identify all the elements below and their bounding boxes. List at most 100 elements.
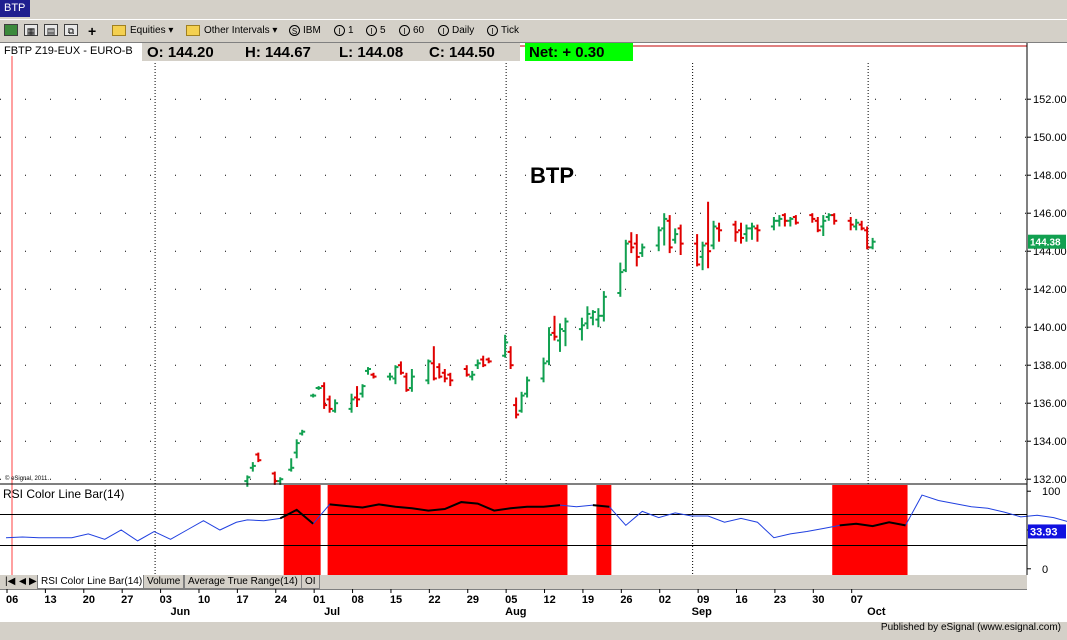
footer: Published by eSignal (www.esignal.com) (0, 622, 1067, 635)
rsi-y-tick-label: 100 (1042, 486, 1060, 498)
y-tick-label: 148.00 (1033, 170, 1067, 182)
last-price-badge (1028, 234, 1066, 249)
tab-rsi[interactable]: RSI Color Line Bar(14) (37, 575, 147, 589)
last-rsi-badge (1028, 524, 1066, 539)
chart-svg: FBTP Z19-EUX - EURO-B O: 144.20 H: 144.6… (0, 43, 1067, 618)
y-tick-label: 138.00 (1033, 360, 1067, 372)
rsi-line-overbought (279, 501, 906, 528)
low-value: L: 144.08 (339, 44, 403, 61)
x-tick-label: 10 (198, 594, 210, 606)
close-value: C: 144.50 (429, 44, 495, 61)
x-tick-label: 03 (160, 594, 172, 606)
x-axis: 06 13 20 27 03 10 17 24 01 08 15 22 29 05 12 19 26 02 09 16… (0, 588, 1027, 618)
window-icon[interactable]: ⧉ (64, 23, 81, 39)
net-badge (525, 43, 633, 61)
symbol-bg (0, 43, 142, 56)
symbol-label: FBTP Z19-EUX - EURO-B (4, 45, 133, 57)
i-icon: I (438, 24, 449, 36)
quote-icon[interactable]: ▤ (44, 23, 61, 39)
y-tick-label: 150.00 (1033, 132, 1067, 144)
chart-area[interactable]: FBTP Z19-EUX - EURO-B O: 144.20 H: 144.6… (0, 43, 1067, 635)
price-bars (244, 201, 876, 487)
chart-title: BTP (530, 163, 574, 188)
layout-icon[interactable] (4, 23, 21, 39)
tab-scroll-first-icon[interactable]: |◀ (2, 575, 19, 588)
interval-60-button[interactable]: I 60 (399, 23, 424, 39)
tab-oi[interactable]: OI (301, 575, 320, 589)
x-tick-label: 23 (774, 594, 786, 606)
rsi-y-tick-label: 0 (1042, 564, 1048, 576)
indicator-tabs: |◀ ◀ ▶ RSI Color Line Bar(14) Volume Ave… (0, 575, 1027, 589)
i-icon: I (366, 24, 377, 36)
y-tick-label: 140.00 (1033, 322, 1067, 334)
open-value: O: 144.20 (147, 44, 214, 61)
y-tick-label: 152.00 (1033, 94, 1067, 106)
other-intervals-menu[interactable]: Other Intervals ▾ (186, 23, 277, 39)
x-month-label: Aug (505, 606, 526, 618)
equities-menu[interactable]: Equities ▾ (112, 23, 173, 39)
x-tick-label: 16 (736, 594, 748, 606)
x-tick-label: 26 (620, 594, 632, 606)
x-month-label: Jun (171, 606, 191, 618)
x-tick-label: 13 (44, 594, 56, 606)
tab-atr[interactable]: Average True Range(14) (184, 575, 302, 589)
y-tick-label: 132.00 (1033, 474, 1067, 486)
x-tick-label: 12 (544, 594, 556, 606)
add-icon[interactable]: + (88, 23, 97, 39)
rsi-highlight-zone (327, 485, 568, 575)
y-tick-label: 136.00 (1033, 398, 1067, 410)
x-tick-label: 24 (275, 594, 288, 606)
tab-scroll-right-icon[interactable]: ▶ (26, 575, 40, 588)
interval-daily-button[interactable]: I Daily (438, 23, 474, 39)
y-tick-label: 134.00 (1033, 436, 1067, 448)
rsi-line (5, 494, 1067, 542)
y-tick-label: 144.00 (1033, 246, 1067, 258)
window-title[interactable]: BTP (0, 0, 30, 17)
symbol-ibm-button[interactable]: S IBM (289, 23, 321, 39)
x-month-label: Oct (867, 606, 886, 618)
x-tick-label: 01 (313, 594, 325, 606)
x-month-label: Jul (324, 606, 340, 618)
rsi-highlight-zone (596, 485, 612, 575)
x-tick-label: 22 (428, 594, 440, 606)
i-icon: I (399, 24, 410, 36)
s-icon: S (289, 24, 300, 36)
x-tick-label: 27 (121, 594, 133, 606)
y-tick-label: 142.00 (1033, 284, 1067, 296)
x-tick-label: 20 (83, 594, 95, 606)
x-tick-label: 19 (582, 594, 594, 606)
rsi-pane (0, 485, 1067, 575)
watermark: © eSignal, 2011. (5, 475, 49, 482)
toolbar: ▦ ▤ ⧉ + Equities ▾ Other Intervals ▾ S IB… (0, 19, 1067, 43)
y-axis: 132.00 134.00 136.00 138.00 140.00 142.00 144.… (1027, 94, 1067, 576)
i-icon: I (334, 24, 345, 36)
last-price-label: 144.38 (1030, 238, 1061, 249)
published-by: Published by eSignal (www.esignal.com) (880, 622, 1061, 633)
x-month-label: Sep (692, 606, 712, 618)
x-tick-label: 06 (6, 594, 18, 606)
ohlc-panel (142, 43, 520, 61)
i-icon: I (487, 24, 498, 36)
high-value: H: 144.67 (245, 44, 311, 61)
folder-icon (186, 24, 200, 36)
x-tick-label: 08 (352, 594, 364, 606)
x-tick-label: 07 (851, 594, 863, 606)
x-tick-label: 17 (236, 594, 248, 606)
rsi-title: RSI Color Line Bar(14) (3, 487, 124, 501)
folder-icon (112, 24, 126, 36)
interval-tick-button[interactable]: I Tick (487, 23, 519, 39)
tab-volume[interactable]: Volume (143, 575, 185, 589)
x-tick-label: 15 (390, 594, 402, 606)
x-tick-label: 05 (505, 594, 517, 606)
chart-icon[interactable]: ▦ (24, 23, 41, 39)
x-tick-label: 09 (697, 594, 709, 606)
x-tick-label: 29 (467, 594, 479, 606)
net-value: Net: + 0.30 (529, 44, 604, 61)
rsi-highlight-zone (832, 485, 908, 575)
rsi-highlight-zone (283, 485, 321, 575)
x-tick-label: 02 (659, 594, 671, 606)
x-tick-label: 30 (812, 594, 824, 606)
window-titlebar: BTP (0, 0, 1067, 17)
